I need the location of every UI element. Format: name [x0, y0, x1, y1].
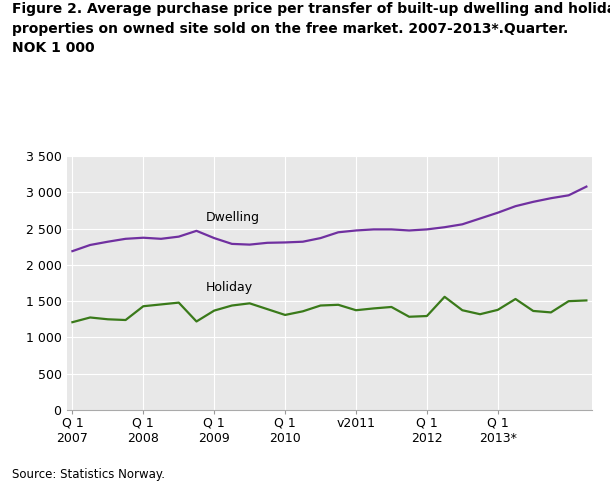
Text: properties on owned site sold on the free market. 2007-2013*.Quarter.: properties on owned site sold on the fre… — [12, 22, 569, 36]
Text: Holiday: Holiday — [206, 281, 253, 294]
Text: Source: Statistics Norway.: Source: Statistics Norway. — [12, 468, 165, 481]
Text: Dwelling: Dwelling — [206, 211, 259, 224]
Text: Figure 2. Average purchase price per transfer of built-up dwelling and holiday: Figure 2. Average purchase price per tra… — [12, 2, 610, 17]
Text: NOK 1 000: NOK 1 000 — [12, 41, 95, 56]
